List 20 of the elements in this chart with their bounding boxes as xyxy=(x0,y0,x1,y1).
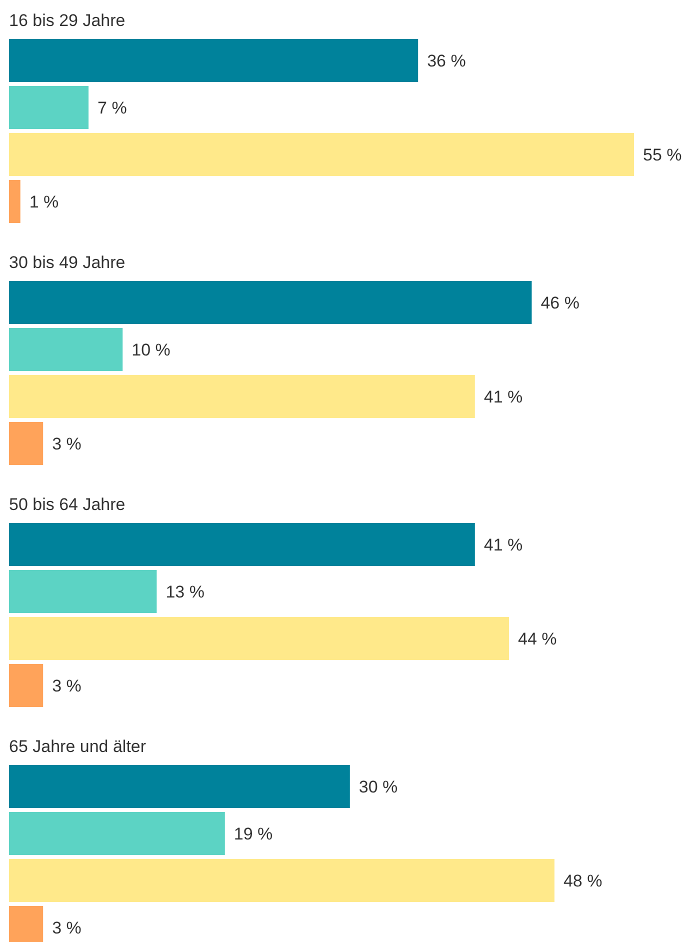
data-label: 46 % xyxy=(540,294,580,312)
y-tick-label: 65 Jahre und älter xyxy=(9,737,146,756)
y-tick-label: 50 bis 64 Jahre xyxy=(9,495,126,514)
data-label: 44 % xyxy=(518,630,557,648)
y-tick-label: 16 bis 29 Jahre xyxy=(9,11,126,30)
data-label: 1 % xyxy=(29,192,59,212)
data-label: 3 % xyxy=(52,434,82,454)
data-label: 19 % xyxy=(234,824,273,844)
data-label: 3 % xyxy=(52,676,82,696)
data-label: 3 % xyxy=(52,918,82,938)
data-label: 7 % xyxy=(98,98,127,118)
data-label: 10 % xyxy=(132,340,170,360)
data-label: 48 % xyxy=(563,872,602,890)
data-label: 41 % xyxy=(484,388,523,406)
data-label: 41 % xyxy=(484,536,523,554)
data-label: 36 % xyxy=(427,52,466,70)
y-tick-label: 30 bis 49 Jahre xyxy=(9,253,126,272)
data-label: 13 % xyxy=(166,582,204,602)
data-label: 30 % xyxy=(358,778,398,796)
data-label: 55 % xyxy=(643,146,682,164)
